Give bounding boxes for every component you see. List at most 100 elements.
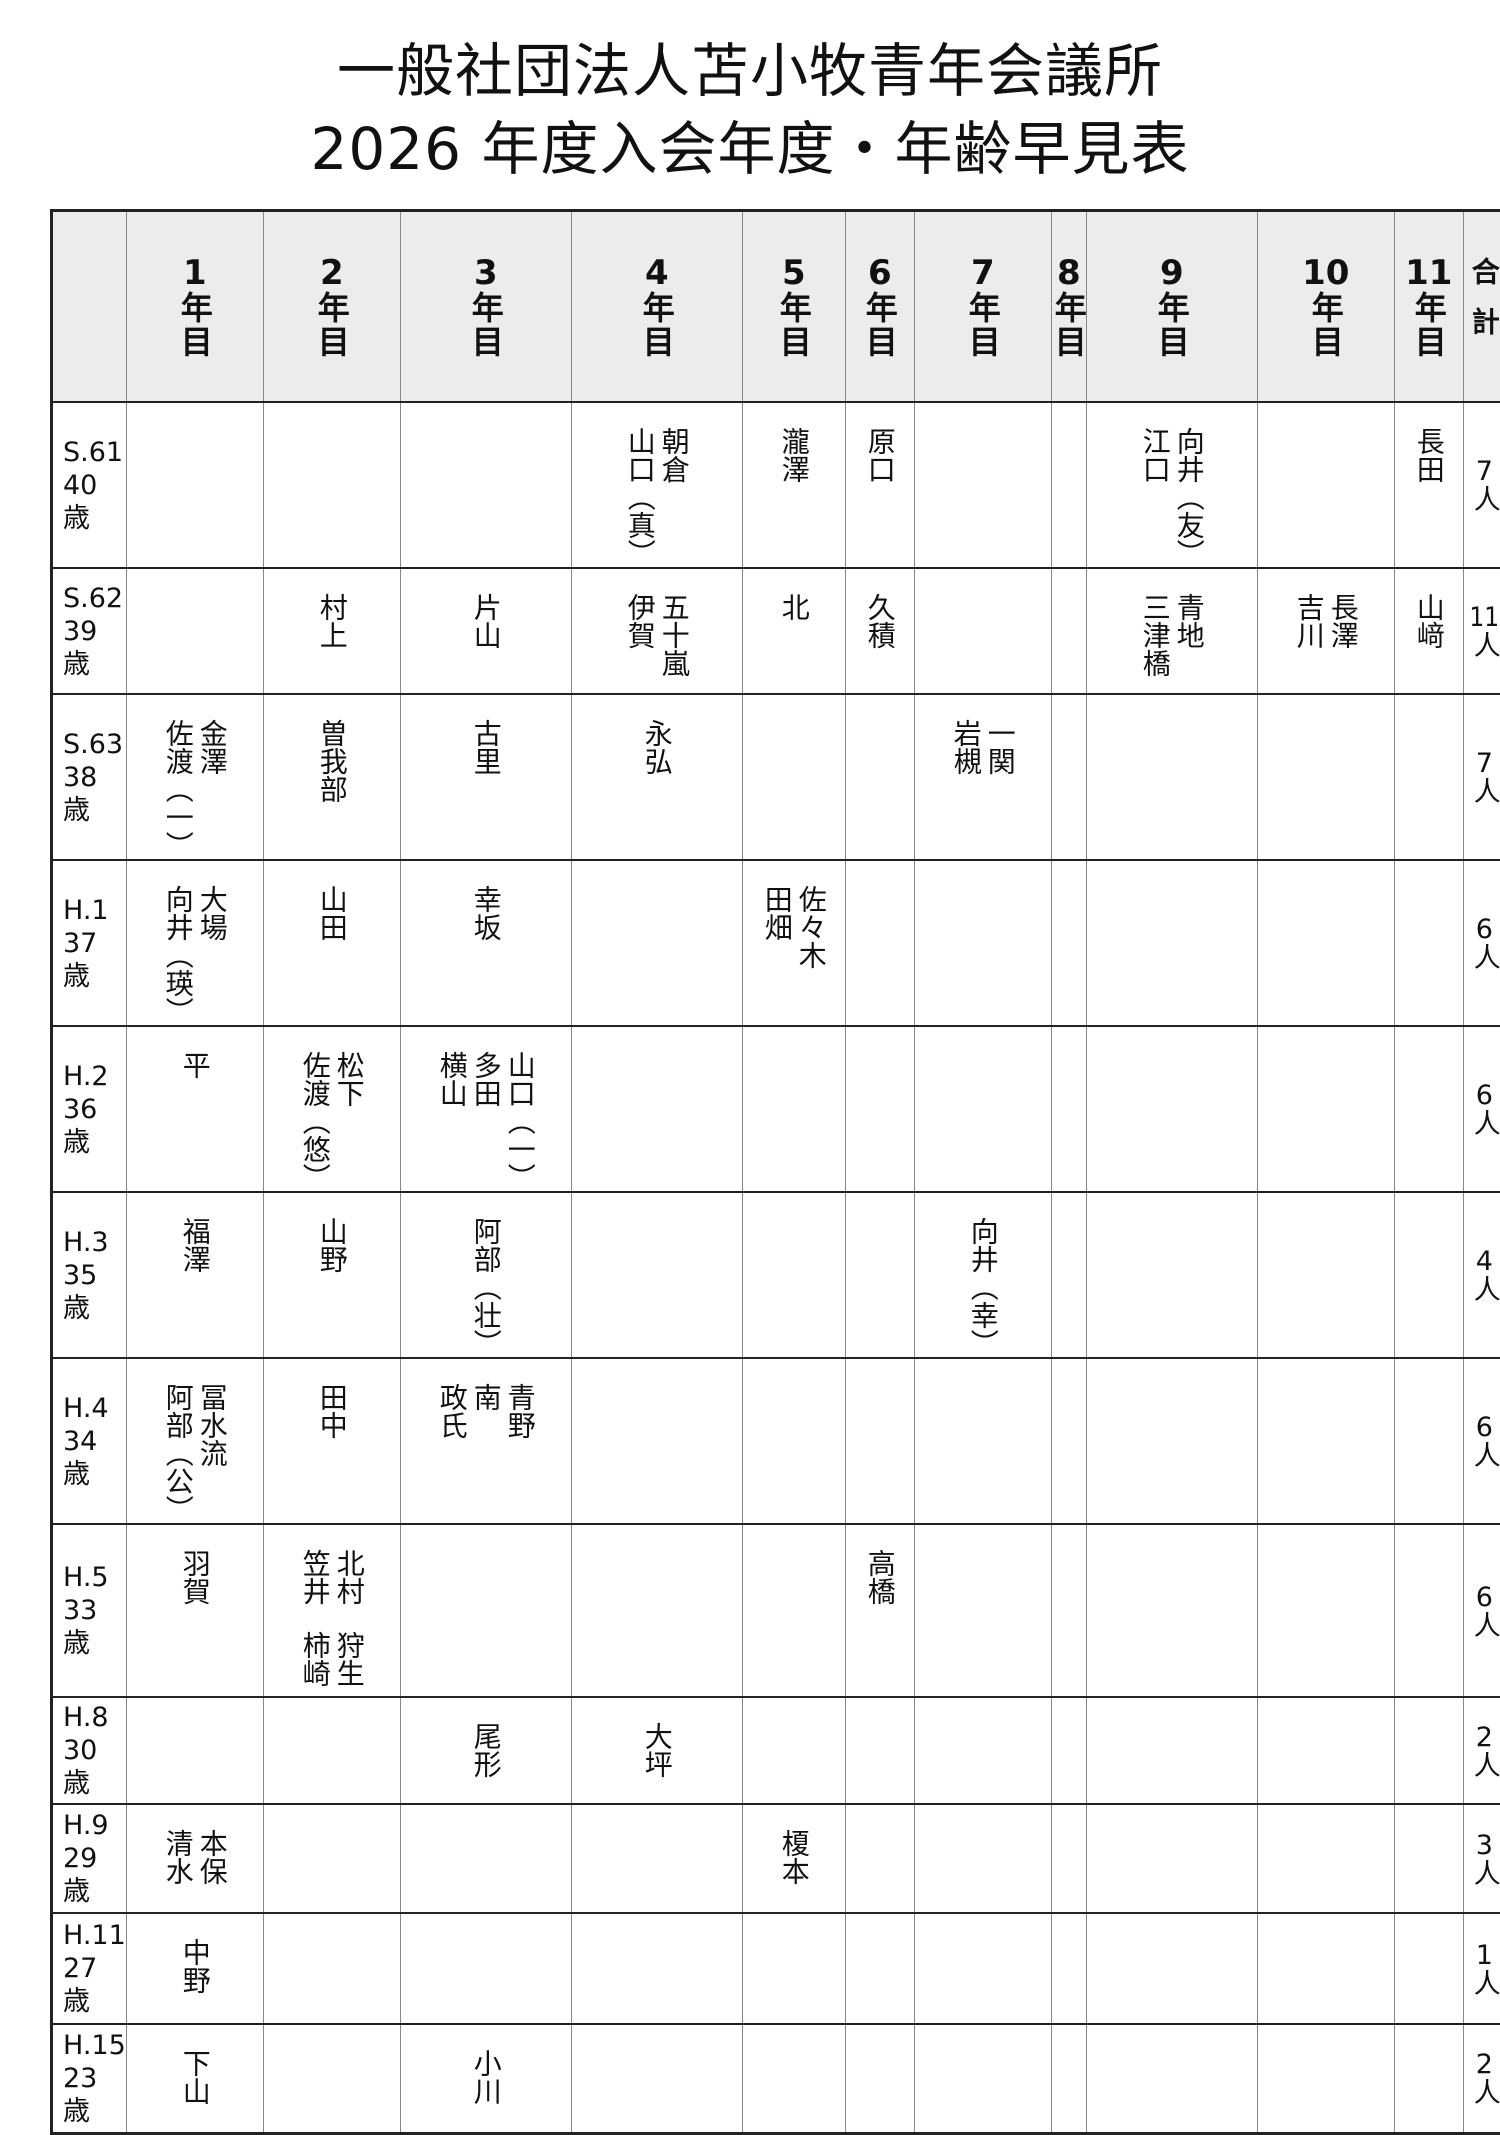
table-cell	[742, 2024, 845, 2133]
table-cell	[1086, 694, 1257, 860]
name-group: 古里	[469, 719, 503, 775]
row-total-cell: 6人	[1463, 1358, 1500, 1524]
row-age: 30 歳	[63, 1734, 126, 1800]
table-cell	[1086, 860, 1257, 1026]
table-cell: 青野南政氏	[400, 1358, 571, 1524]
header-total-label: 合計	[1464, 257, 1500, 357]
member-name: 久積	[863, 593, 897, 649]
cell-names: 村上	[264, 569, 400, 649]
member-name: 笠井	[298, 1549, 332, 1605]
table-cell	[1394, 1913, 1463, 2024]
row-total: 1人	[1469, 1942, 1499, 1996]
cell-names: 瀧澤	[743, 403, 845, 483]
table-cell	[126, 568, 263, 694]
table-cell	[400, 402, 571, 568]
column-header-total: 合計	[1463, 211, 1500, 403]
member-name: 山口（真）	[623, 427, 657, 567]
table-cell: 松下佐渡（悠）	[263, 1026, 400, 1192]
table-cell: 村上	[263, 568, 400, 694]
table-cell	[914, 860, 1051, 1026]
table-cell: 高橋	[845, 1524, 914, 1697]
cell-names: 久積	[846, 569, 914, 649]
member-name: 狩生	[332, 1631, 366, 1687]
row-total-cell: 2人	[1463, 2024, 1500, 2133]
name-group: 永弘	[640, 719, 674, 775]
table-cell	[1394, 1804, 1463, 1913]
member-name: 佐渡（一）	[161, 719, 195, 859]
table-cell	[1051, 1192, 1086, 1358]
table-cell	[1086, 1697, 1257, 1804]
total-unit: 人	[1469, 943, 1500, 970]
member-name: 柿崎	[298, 1631, 332, 1687]
table-cell	[1051, 2024, 1086, 2133]
row-era-year: H.3	[63, 1226, 126, 1259]
row-total: 7人	[1469, 750, 1499, 804]
table-cell: 榎本	[742, 1804, 845, 1913]
table-cell	[1051, 568, 1086, 694]
table-cell	[1257, 1697, 1394, 1804]
member-name: 高橋	[863, 1549, 897, 1605]
table-cell	[1086, 1804, 1257, 1913]
table-cell: 本保清水	[126, 1804, 263, 1913]
document-subtitle: 2026 年度入会年度・年齢早見表	[0, 114, 1500, 184]
cell-names: 羽賀	[127, 1525, 263, 1605]
member-name: 山田	[315, 885, 349, 941]
table-cell	[400, 1804, 571, 1913]
table-cell: 田中	[263, 1358, 400, 1524]
table-cell	[914, 2024, 1051, 2133]
member-name: 清水	[161, 1829, 195, 1885]
cell-names: 青地三津橋	[1087, 569, 1257, 677]
table-cell: 曽我部	[263, 694, 400, 860]
cell-names: 向井（幸）	[915, 1193, 1051, 1357]
total-unit: 人	[1469, 1441, 1500, 1468]
row-age: 33 歳	[63, 1594, 126, 1660]
table-cell	[400, 1913, 571, 2024]
header-year-suffix: 年目	[863, 291, 897, 359]
table-cell: 山野	[263, 1192, 400, 1358]
member-name: 吉川	[1292, 593, 1326, 649]
table-cell: 金澤佐渡（一）	[126, 694, 263, 860]
total-unit: 人	[1469, 2078, 1500, 2105]
row-age: 36 歳	[63, 1093, 126, 1159]
total-count: 4	[1469, 1248, 1500, 1275]
table-cell	[742, 1026, 845, 1192]
member-name: 長田	[1412, 427, 1446, 483]
row-era-year: H.15	[63, 2029, 126, 2062]
table-cell	[914, 568, 1051, 694]
table-cell: 五十嵐伊賀	[571, 568, 742, 694]
cell-names: 山田	[264, 861, 400, 941]
row-total-cell: 3人	[1463, 1804, 1500, 1913]
member-name: 中野	[178, 1938, 212, 1994]
table-cell	[1086, 1026, 1257, 1192]
header-year-number: 6	[846, 255, 914, 291]
member-name: 朝倉	[657, 427, 691, 567]
table-cell: 青地三津橋	[1086, 568, 1257, 694]
table-cell	[1086, 1358, 1257, 1524]
name-group: 山﨑	[1412, 593, 1446, 649]
name-group: 曽我部	[315, 719, 349, 803]
table-cell: 山口（一）多田横山	[400, 1026, 571, 1192]
table-cell: 大場向井（瑛）	[126, 860, 263, 1026]
row-era-year: H.1	[63, 894, 126, 927]
total-unit: 人	[1469, 1859, 1500, 1886]
name-group: 瀧澤	[777, 427, 811, 483]
cell-names: 五十嵐伊賀	[572, 569, 742, 677]
total-count: 2	[1469, 2051, 1500, 2078]
total-count: 2	[1469, 1724, 1500, 1751]
name-group: 朝倉山口（真）	[623, 427, 691, 567]
table-cell	[1051, 1358, 1086, 1524]
cell-names: 下山	[127, 2025, 263, 2105]
member-name: 片山	[469, 593, 503, 649]
